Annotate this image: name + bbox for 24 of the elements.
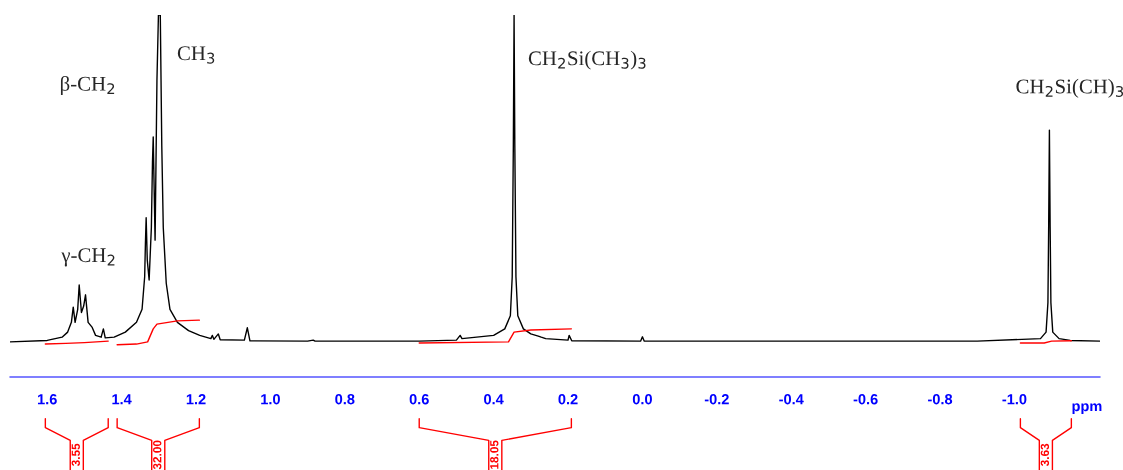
x-axis-title: ppm (1072, 403, 1102, 415)
x-tick-label: 0.0 (632, 394, 652, 405)
x-tick-label: -0.6 (853, 394, 878, 405)
x-tick-label: 1.4 (112, 394, 132, 405)
text: 32.00 (153, 440, 162, 470)
annotation: CH$_{2}$Si(CH$_{3}$)$_{3}$ (528, 50, 646, 70)
x-tick-label: -1.0 (1002, 394, 1027, 405)
text: 18.05 (490, 440, 499, 469)
x-tick-label: -0.4 (779, 394, 804, 405)
x-tick-label: 0.4 (484, 394, 504, 405)
x-tick-label: -0.8 (928, 394, 953, 405)
text: 3.63 (1040, 443, 1050, 467)
x-tick-label: 0.2 (558, 394, 578, 405)
x-tick-label: 1.2 (186, 394, 206, 405)
x-tick-label: 1.6 (37, 394, 57, 405)
x-tick-label: 0.8 (335, 394, 355, 405)
x-tick-label: 0.6 (409, 394, 429, 405)
annotation: γ-CH$_{2}$ (61, 248, 115, 267)
x-tick-label: -0.2 (704, 394, 729, 405)
annotation: β-CH$_{2}$ (60, 75, 115, 96)
text: 3.55 (71, 443, 80, 467)
annotation: CH$_{2}$Si(CH)$_{3}$ (1016, 78, 1123, 98)
annotation: CH$_{3}$ (177, 46, 215, 64)
x-tick-label: 1.0 (261, 394, 280, 405)
